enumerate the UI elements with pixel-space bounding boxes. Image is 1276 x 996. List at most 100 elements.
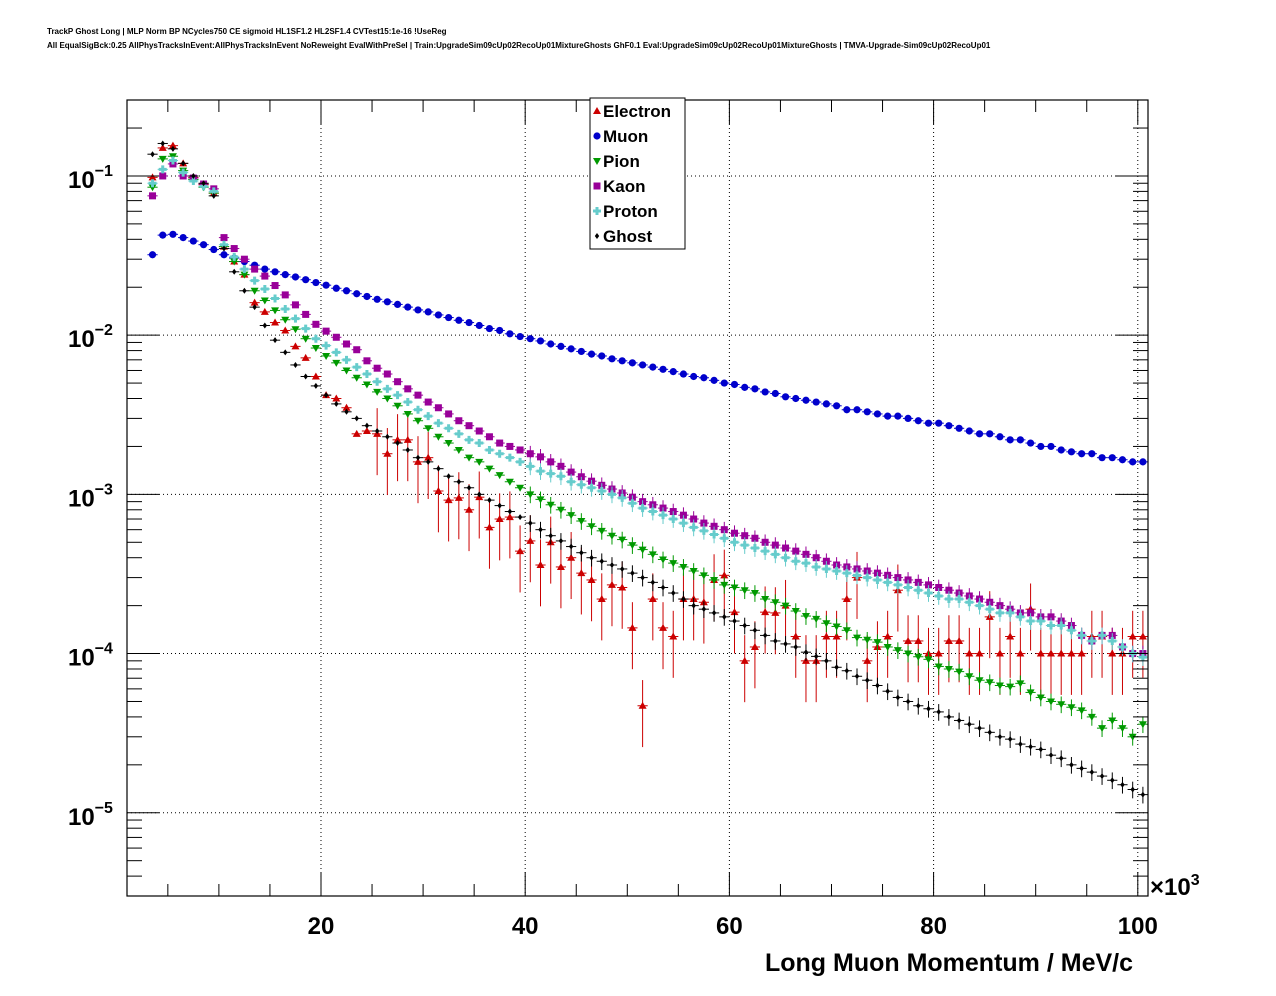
data-point — [577, 480, 586, 489]
data-point — [802, 396, 810, 404]
data-point — [179, 168, 188, 177]
x-tick-label: 80 — [920, 913, 947, 940]
data-point — [720, 526, 728, 534]
data-point — [1110, 777, 1115, 784]
data-point — [783, 640, 788, 647]
data-point — [250, 298, 259, 306]
data-point — [762, 632, 768, 639]
legend-label: Electron — [603, 102, 671, 121]
data-point — [965, 598, 974, 607]
data-point — [822, 632, 831, 640]
data-point — [353, 346, 361, 354]
data-point — [781, 393, 790, 401]
data-point — [415, 454, 421, 461]
data-point — [659, 556, 668, 564]
data-point — [291, 326, 300, 334]
data-point — [985, 679, 994, 687]
data-point — [158, 155, 167, 163]
data-point — [689, 568, 698, 576]
data-point — [516, 332, 524, 341]
data-point — [271, 318, 280, 326]
data-point — [875, 682, 880, 689]
data-point — [271, 307, 280, 315]
data-point — [220, 234, 228, 242]
data-point — [1006, 608, 1015, 617]
data-point — [842, 627, 851, 635]
legend-label: Kaon — [603, 177, 646, 196]
data-point — [475, 321, 483, 330]
data-point — [456, 478, 462, 485]
data-point — [311, 372, 320, 380]
data-point — [1036, 694, 1045, 702]
data-point — [505, 513, 514, 521]
data-point — [740, 541, 749, 550]
data-point — [587, 523, 596, 531]
data-point — [160, 140, 165, 147]
data-point — [863, 408, 871, 416]
data-point — [986, 430, 994, 438]
data-point — [558, 537, 564, 544]
data-point — [771, 389, 779, 398]
data-point — [1108, 454, 1116, 462]
data-point — [975, 601, 984, 610]
data-point — [1108, 636, 1117, 645]
data-point — [832, 402, 841, 410]
grid — [127, 100, 1148, 896]
data-point — [281, 316, 290, 324]
data-point — [792, 547, 800, 555]
data-point — [557, 342, 565, 350]
data-point — [659, 623, 668, 631]
data-point — [1016, 680, 1025, 688]
data-point — [1079, 765, 1084, 772]
data-point — [1016, 612, 1025, 621]
data-point — [313, 382, 319, 389]
data-point — [863, 636, 872, 644]
data-point — [444, 424, 453, 433]
data-point — [240, 255, 248, 263]
data-point — [567, 468, 575, 476]
data-point — [363, 357, 371, 365]
data-point — [497, 502, 502, 509]
data-point — [628, 359, 636, 367]
legend-marker — [593, 207, 601, 215]
data-point — [1139, 458, 1147, 466]
data-point — [924, 419, 933, 427]
data-point — [679, 370, 688, 378]
x-axis-title: Long Muon Momentum / MeV/c — [765, 949, 1133, 977]
data-point — [1027, 609, 1035, 617]
data-point — [445, 313, 453, 322]
data-point — [332, 333, 340, 341]
data-point — [1047, 621, 1056, 630]
data-point — [904, 583, 913, 592]
data-point — [1087, 636, 1096, 645]
data-point — [385, 433, 390, 440]
data-point — [454, 429, 463, 438]
data-point — [291, 301, 299, 309]
data-point — [446, 473, 451, 480]
data-point — [750, 642, 759, 650]
data-point — [465, 422, 473, 430]
data-point — [699, 572, 708, 580]
data-point — [444, 440, 453, 448]
legend-item-kaon: Kaon — [593, 177, 646, 196]
data-point — [1026, 617, 1035, 626]
data-point — [690, 515, 698, 523]
data-point — [251, 265, 259, 273]
data-point — [955, 636, 964, 644]
data-point — [628, 542, 637, 550]
data-point — [332, 394, 341, 402]
data-point — [240, 265, 249, 274]
data-point — [485, 523, 494, 531]
data-point — [332, 348, 341, 357]
data-point — [761, 596, 770, 604]
data-point — [771, 599, 780, 607]
data-point — [271, 294, 280, 303]
data-point — [281, 326, 290, 334]
data-point — [700, 374, 708, 382]
data-point — [873, 575, 882, 584]
legend-label: Pion — [603, 152, 640, 171]
data-point — [393, 402, 402, 410]
data-point — [956, 717, 962, 724]
data-point — [404, 303, 412, 311]
data-point — [1088, 450, 1096, 458]
